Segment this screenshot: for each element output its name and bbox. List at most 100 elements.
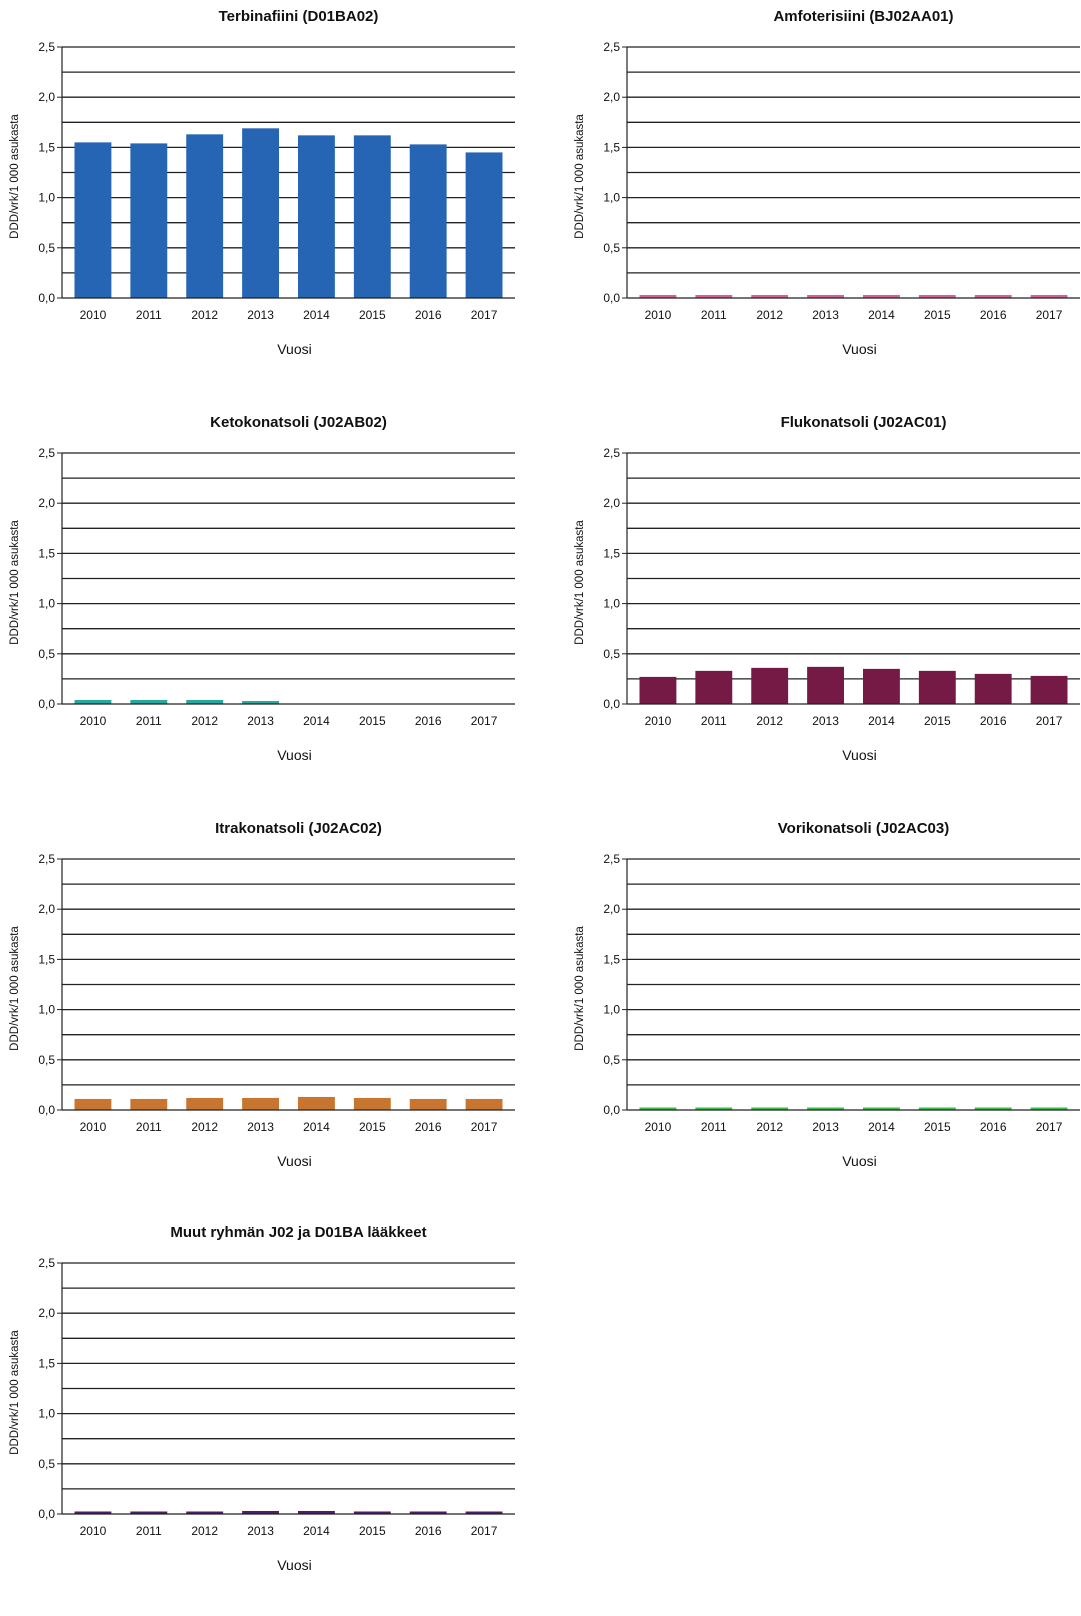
- x-tick-label: 2010: [645, 308, 672, 322]
- y-tick-label: 1,5: [603, 140, 620, 154]
- x-tick-label: 2013: [247, 308, 274, 322]
- y-tick-label: 2,5: [603, 852, 620, 866]
- bar-2014: [297, 1510, 335, 1514]
- y-tick-label: 0,5: [603, 647, 620, 661]
- bar-2013: [242, 1510, 280, 1514]
- bar-2013: [807, 666, 845, 704]
- x-tick-label: 2013: [812, 308, 839, 322]
- x-tick-label: 2014: [303, 1524, 330, 1538]
- bar-2017: [1030, 294, 1068, 298]
- bar-2011: [695, 294, 733, 298]
- chart-title: Terbinafiini (D01BA02): [219, 8, 379, 25]
- bar-2012: [186, 1097, 224, 1110]
- x-tick-label: 2017: [1036, 1120, 1063, 1134]
- chart-title: Muut ryhmän J02 ja D01BA lääkkeet: [170, 1224, 426, 1241]
- chart-svg: Itrakonatsoli (J02AC02) 0,0 0,5 1,0 1,5 2,0 2,…: [9, 820, 515, 1169]
- chart-title: Ketokonatsoli (J02AB02): [210, 414, 387, 431]
- bar-2011: [130, 699, 168, 704]
- bar-2011: [130, 1511, 168, 1514]
- x-tick-label: 2013: [247, 1120, 274, 1134]
- bar-2016: [409, 144, 447, 298]
- bar-2014: [862, 294, 900, 298]
- y-tick-label: 2,0: [38, 1306, 55, 1320]
- x-tick-label: 2016: [415, 1524, 442, 1538]
- y-tick-label: 1,5: [603, 952, 620, 966]
- bar-2012: [186, 134, 224, 298]
- y-tick-label: 0,5: [38, 1053, 55, 1067]
- chart-svg: Muut ryhmän J02 ja D01BA lääkkeet 0,0 0,5 1…: [9, 1224, 515, 1573]
- bar-2017: [1030, 675, 1068, 704]
- y-tick-label: 1,5: [38, 140, 55, 154]
- x-tick-label: 2016: [980, 714, 1007, 728]
- bar-2014: [862, 1107, 900, 1110]
- bar-2013: [807, 294, 845, 298]
- chart-svg: Ketokonatsoli (J02AB02) 0,0 0,5 1,0 1,5 2,0 2,…: [9, 414, 515, 763]
- y-tick-label: 2,5: [38, 852, 55, 866]
- x-tick-label: 2010: [645, 1120, 672, 1134]
- x-tick-label: 2010: [80, 1524, 107, 1538]
- x-tick-label: 2017: [1036, 714, 1063, 728]
- x-tick-label: 2016: [415, 1120, 442, 1134]
- x-tick-label: 2014: [868, 714, 895, 728]
- bar-2011: [695, 670, 733, 704]
- bar-2015: [353, 135, 391, 298]
- y-tick-label: 0,5: [603, 1053, 620, 1067]
- bar-2013: [242, 128, 280, 298]
- y-tick-label: 1,0: [603, 191, 620, 205]
- x-tick-label: 2015: [924, 308, 951, 322]
- y-tick-label: 1,0: [603, 597, 620, 611]
- x-tick-label: 2016: [980, 1120, 1007, 1134]
- x-tick-label: 2017: [471, 714, 498, 728]
- chart-panel-itrakonatsoli: Itrakonatsoli (J02AC02) 0,0 0,5 1,0 1,5 2,0 2,…: [0, 812, 540, 1212]
- bar-2013: [242, 1097, 280, 1110]
- bar-2016: [409, 1098, 447, 1110]
- bar-2014: [297, 135, 335, 298]
- y-tick-label: 1,5: [603, 546, 620, 560]
- y-tick-label: 2,0: [603, 90, 620, 104]
- y-tick-label: 2,5: [603, 446, 620, 460]
- chart-panel-amfoterisiini: Amfoterisiini (BJ02AA01) 0,0 0,5 1,0 1,5 2,0 2…: [565, 0, 1081, 400]
- chart-svg: Flukonatsoli (J02AC01) 0,0 0,5 1,0 1,5 2,0 2,5…: [574, 414, 1080, 763]
- bar-2016: [974, 1107, 1012, 1110]
- x-tick-label: 2015: [924, 714, 951, 728]
- bar-2015: [918, 294, 956, 298]
- bar-2014: [297, 1096, 335, 1110]
- bar-2010: [639, 1107, 677, 1110]
- y-tick-label: 2,5: [38, 446, 55, 460]
- x-tick-label: 2010: [80, 714, 107, 728]
- bar-2011: [695, 1107, 733, 1110]
- y-axis-label: DDD/vrk/1 000 asukasta: [9, 114, 21, 239]
- bar-2017: [1030, 1107, 1068, 1110]
- x-tick-label: 2012: [191, 714, 218, 728]
- x-tick-label: 2015: [359, 1524, 386, 1538]
- bar-2016: [974, 673, 1012, 704]
- x-tick-label: 2010: [80, 1120, 107, 1134]
- y-tick-label: 0,0: [603, 1103, 620, 1117]
- bar-2014: [862, 668, 900, 704]
- bar-2012: [751, 294, 789, 298]
- x-tick-label: 2010: [645, 714, 672, 728]
- chart-title: Itrakonatsoli (J02AC02): [215, 820, 382, 837]
- y-tick-label: 0,0: [603, 697, 620, 711]
- x-axis-label: Vuosi: [842, 747, 877, 763]
- bar-2012: [751, 667, 789, 704]
- y-tick-label: 1,0: [603, 1003, 620, 1017]
- bar-2015: [918, 670, 956, 704]
- y-tick-label: 2,0: [603, 902, 620, 916]
- y-tick-label: 1,0: [38, 597, 55, 611]
- y-tick-label: 2,0: [603, 496, 620, 510]
- x-tick-label: 2011: [701, 308, 727, 322]
- bar-2015: [353, 1097, 391, 1110]
- x-tick-label: 2013: [812, 1120, 839, 1134]
- y-tick-label: 0,5: [603, 241, 620, 255]
- bar-2011: [130, 1098, 168, 1110]
- x-tick-label: 2011: [136, 714, 162, 728]
- chart-panel-flukonatsoli: Flukonatsoli (J02AC01) 0,0 0,5 1,0 1,5 2,0 2,5…: [565, 406, 1081, 806]
- x-tick-label: 2012: [191, 308, 218, 322]
- x-tick-label: 2015: [359, 308, 386, 322]
- y-tick-label: 0,5: [38, 647, 55, 661]
- y-tick-label: 1,5: [38, 1356, 55, 1370]
- y-axis-label: DDD/vrk/1 000 asukasta: [574, 926, 586, 1051]
- x-axis-label: Vuosi: [842, 341, 877, 357]
- x-tick-label: 2011: [136, 1524, 162, 1538]
